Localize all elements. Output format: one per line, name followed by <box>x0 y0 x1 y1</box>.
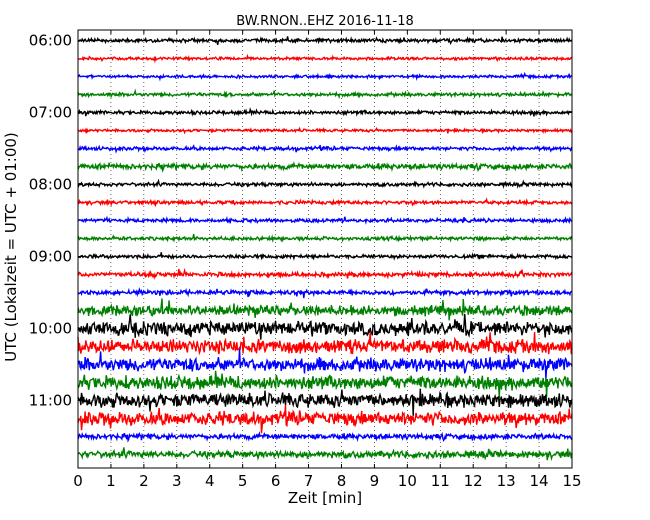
x-tick-label: 10 <box>398 472 417 490</box>
y-tick-label: 11:00 <box>29 392 72 410</box>
trace-row <box>77 126 573 135</box>
trace-row <box>77 197 573 208</box>
traces <box>77 36 573 462</box>
x-tick-label: 0 <box>73 472 83 490</box>
x-tick-label: 1 <box>106 472 116 490</box>
trace-row <box>77 36 573 46</box>
x-tick-label: 12 <box>464 472 483 490</box>
trace-row <box>77 144 573 154</box>
trace-row <box>77 88 573 100</box>
trace-row <box>77 178 573 190</box>
trace-row <box>77 267 573 280</box>
y-tick-label: 08:00 <box>29 176 72 194</box>
x-tick-label: 15 <box>562 472 581 490</box>
trace-row <box>77 313 573 340</box>
trace-row <box>77 405 573 434</box>
y-tick-label: 10:00 <box>29 320 72 338</box>
x-tick-label: 7 <box>304 472 314 490</box>
y-axis: 06:00 07:00 08:00 09:00 10:00 11:00 <box>29 32 572 410</box>
y-axis-label: UTC (Lokalzeit = UTC + 01:00) <box>2 132 20 362</box>
trace-row <box>77 215 573 225</box>
x-axis-label: Zeit [min] <box>288 489 362 507</box>
y-tick-label: 07:00 <box>29 104 72 122</box>
trace-row <box>77 447 573 462</box>
trace-row <box>77 348 573 379</box>
trace-row <box>77 286 573 299</box>
y-tick-label: 06:00 <box>29 32 72 50</box>
trace-row <box>77 388 573 416</box>
x-tick-label: 9 <box>370 472 380 490</box>
x-tick-label: 2 <box>139 472 149 490</box>
trace-row <box>77 331 573 356</box>
x-tick-label: 11 <box>431 472 450 490</box>
x-tick-label: 13 <box>497 472 516 490</box>
trace-row <box>77 71 573 82</box>
x-axis: 0 1 2 3 4 5 6 7 8 9 10 11 12 13 14 15 <box>73 30 582 490</box>
trace-row <box>77 107 573 117</box>
trace-row <box>77 233 572 243</box>
x-tick-label: 8 <box>337 472 347 490</box>
trace-row <box>77 53 573 64</box>
trace-row <box>77 370 573 399</box>
x-tick-label: 6 <box>271 472 281 490</box>
trace-row <box>77 430 573 443</box>
trace-row <box>77 298 573 321</box>
plot-frame <box>77 29 573 469</box>
x-tick-label: 5 <box>238 472 248 490</box>
x-tick-label: 3 <box>172 472 182 490</box>
chart-title: BW.RNON..EHZ 2016-11-18 <box>236 14 414 29</box>
x-tick-label: 14 <box>530 472 549 490</box>
x-tick-label: 4 <box>205 472 215 490</box>
trace-row <box>77 160 573 173</box>
y-tick-label: 09:00 <box>29 248 72 266</box>
trace-row <box>78 252 573 261</box>
